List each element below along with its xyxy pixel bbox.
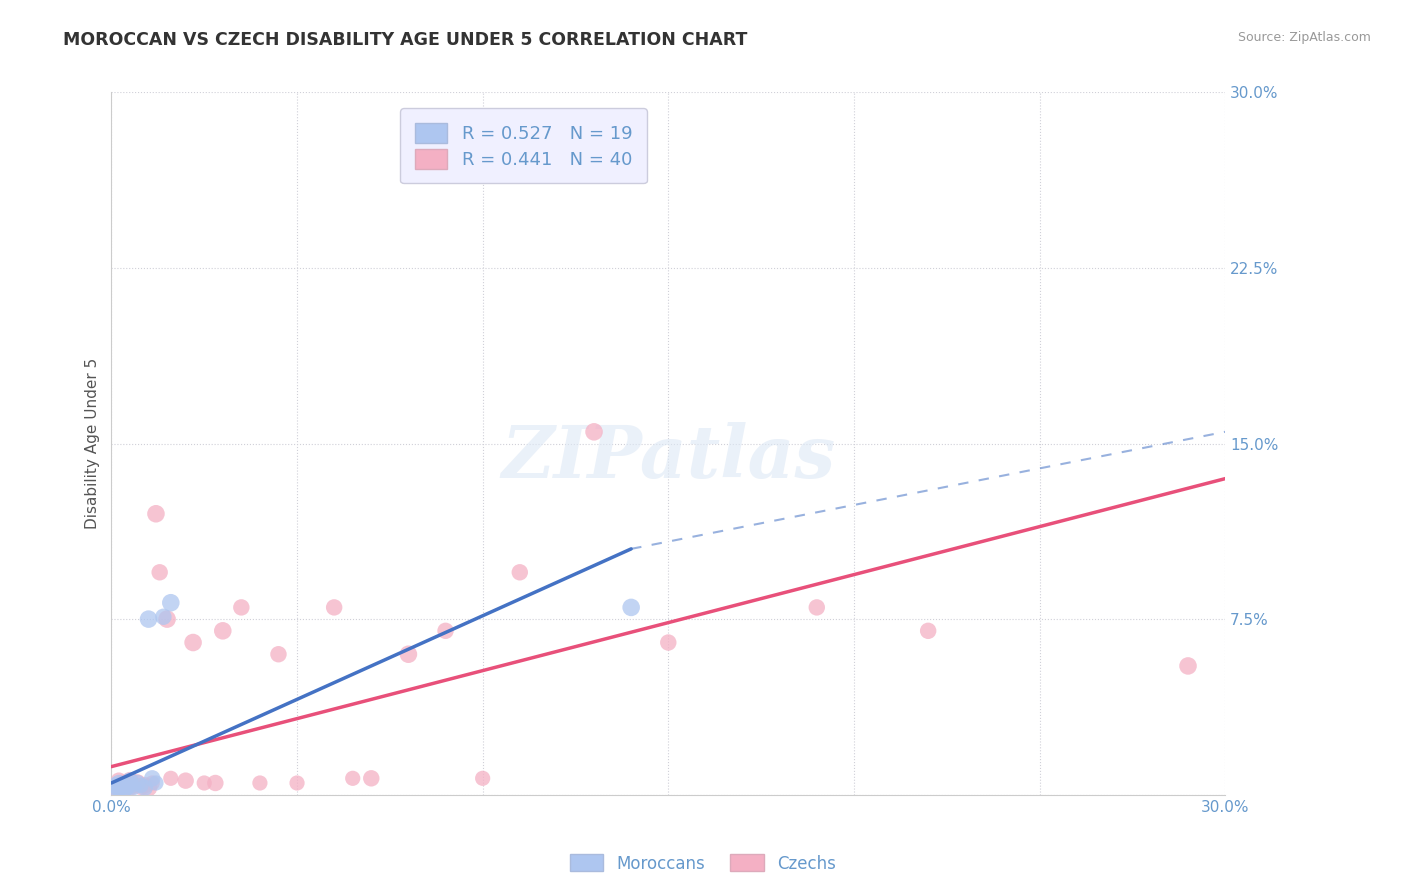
Point [152, 609, 174, 624]
Point [108, 773, 131, 788]
Point [806, 600, 828, 615]
Point [118, 780, 141, 795]
Point [657, 635, 679, 649]
Point [141, 776, 163, 790]
Point [115, 778, 138, 792]
Point [134, 780, 156, 795]
Point [108, 780, 131, 795]
Point [360, 772, 382, 786]
Point [583, 425, 606, 439]
Point [149, 566, 172, 580]
Point [115, 780, 138, 795]
Point [145, 507, 167, 521]
Point [509, 566, 531, 580]
Text: MOROCCAN VS CZECH DISABILITY AGE UNDER 5 CORRELATION CHART: MOROCCAN VS CZECH DISABILITY AGE UNDER 5… [63, 31, 748, 49]
Point [434, 624, 457, 638]
Point [211, 624, 233, 638]
Point [249, 776, 271, 790]
Point [122, 780, 145, 795]
Point [111, 780, 134, 795]
Point [471, 772, 494, 786]
Point [104, 778, 127, 792]
Y-axis label: Disability Age Under 5: Disability Age Under 5 [86, 358, 100, 529]
Point [204, 776, 226, 790]
Point [108, 776, 131, 790]
Point [127, 776, 149, 790]
Point [111, 776, 134, 790]
Point [174, 773, 197, 788]
Point [138, 612, 160, 626]
Point [104, 778, 127, 792]
Point [193, 776, 215, 790]
Point [141, 772, 163, 786]
Point [231, 600, 253, 615]
Point [118, 773, 141, 788]
Point [134, 778, 156, 792]
Point [159, 772, 181, 786]
Point [342, 772, 364, 786]
Point [111, 778, 134, 792]
Point [917, 624, 939, 638]
Point [138, 780, 160, 795]
Point [323, 600, 346, 615]
Point [118, 778, 141, 792]
Point [181, 635, 204, 649]
Text: ZIPatlas: ZIPatlas [501, 422, 835, 493]
Point [108, 780, 131, 795]
Point [159, 596, 181, 610]
Point [156, 612, 179, 626]
Point [104, 783, 127, 797]
Point [127, 776, 149, 790]
Point [145, 776, 167, 790]
Legend: R = 0.527   N = 19, R = 0.441   N = 40: R = 0.527 N = 19, R = 0.441 N = 40 [401, 109, 647, 184]
Legend: Moroccans, Czechs: Moroccans, Czechs [564, 847, 842, 880]
Point [129, 780, 152, 795]
Point [122, 778, 145, 792]
Point [267, 647, 290, 661]
Point [111, 783, 134, 797]
Point [104, 783, 127, 797]
Point [129, 778, 152, 792]
Point [396, 647, 419, 661]
Point [118, 773, 141, 788]
Text: Source: ZipAtlas.com: Source: ZipAtlas.com [1237, 31, 1371, 45]
Point [1177, 659, 1199, 673]
Point [285, 776, 308, 790]
Point [620, 600, 643, 615]
